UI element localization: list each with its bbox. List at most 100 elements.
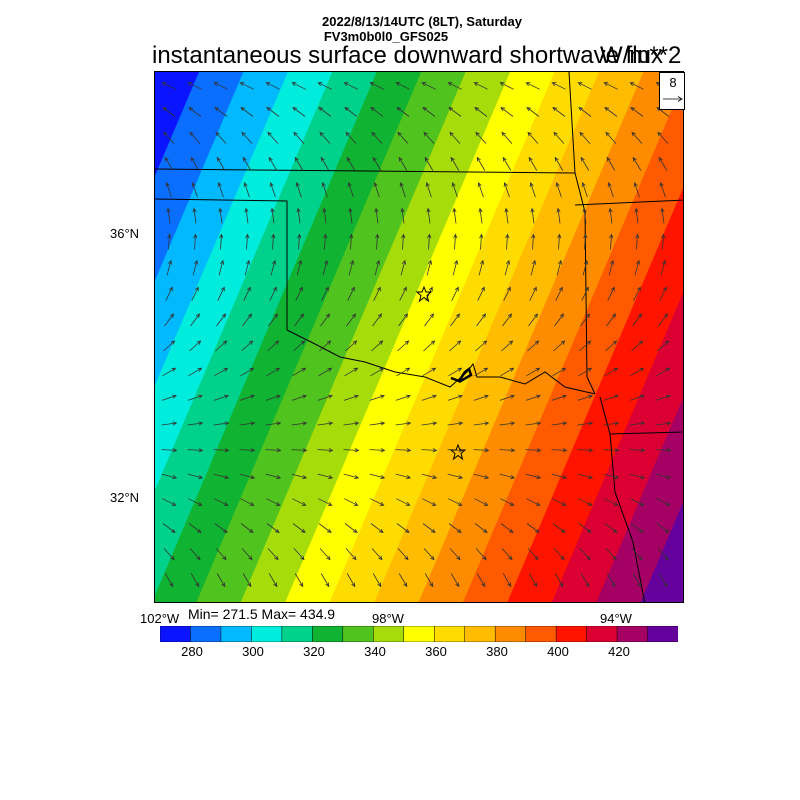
wind-vector [241, 340, 254, 352]
wind-vector [395, 421, 412, 426]
wind-vector [551, 473, 568, 480]
wind-vector [474, 523, 488, 534]
flux-band [551, 292, 683, 602]
wind-vector [557, 233, 562, 250]
wind-vector [163, 340, 176, 352]
wind-vector [193, 233, 198, 250]
wind-vector [190, 573, 200, 588]
wind-vector [581, 286, 589, 301]
wind-vector [577, 394, 593, 401]
wind-vector [526, 498, 541, 506]
wind-vector [577, 448, 594, 453]
wind-vector [603, 448, 620, 453]
wind-vector [266, 523, 280, 534]
wind-vector [346, 313, 357, 327]
wind-vector [606, 313, 617, 327]
wind-vector [580, 156, 590, 171]
wind-vector [530, 259, 537, 276]
wind-vector [319, 340, 332, 352]
wind-vector [344, 523, 358, 534]
border-kansas-oklahoma [155, 168, 576, 174]
wind-vector [239, 82, 254, 90]
wind-vector [607, 286, 615, 301]
wind-vector [371, 131, 383, 144]
colorbar-swatch [464, 626, 496, 642]
colorbar-label: 380 [486, 644, 508, 659]
wind-vector [499, 82, 514, 90]
wind-vector [553, 548, 565, 561]
wind-vector [343, 421, 360, 426]
wind-vector [268, 313, 279, 327]
colorbar-label: 360 [425, 644, 447, 659]
wind-vector [292, 523, 306, 534]
wind-vector [270, 259, 277, 276]
wind-vector [425, 182, 432, 198]
wind-vector [269, 182, 276, 198]
wind-vector [161, 82, 176, 90]
wind-vector [633, 182, 640, 198]
wind-vector [295, 286, 303, 301]
wind-vector [525, 421, 542, 426]
wind-vector [448, 498, 463, 506]
wind-vector [502, 573, 512, 588]
wind-vector [448, 106, 462, 117]
colorbar-label: 320 [303, 644, 325, 659]
wind-vector [343, 394, 359, 401]
wind-vector [604, 523, 618, 534]
wind-vector [167, 233, 172, 250]
wind-vector [372, 573, 382, 588]
wind-vector [214, 367, 229, 377]
wind-vector [218, 259, 225, 276]
wind-vector [478, 207, 483, 224]
wind-vector [187, 473, 204, 480]
wind-vector [631, 131, 643, 144]
wind-vector [609, 233, 614, 250]
wind-vector [187, 82, 202, 90]
wind-vector [344, 367, 359, 377]
wind-vector [632, 156, 642, 171]
wind-vector [216, 156, 226, 171]
wind-vector [447, 82, 462, 90]
wind-vector [531, 233, 536, 250]
wind-vector [447, 394, 463, 401]
wind-vector [400, 207, 405, 224]
wind-vector [604, 367, 619, 377]
colorbar-swatch [525, 626, 557, 642]
wind-vector [632, 573, 642, 588]
wind-vector [655, 473, 672, 480]
wind-vector [501, 548, 513, 561]
wind-vector [270, 207, 275, 224]
wind-vector [424, 573, 434, 588]
wind-vector [577, 82, 592, 90]
colorbar-label: 340 [364, 644, 386, 659]
wind-vector [655, 394, 671, 401]
wind-vector [242, 313, 253, 327]
wind-vector [527, 131, 539, 144]
wind-vector [660, 259, 667, 276]
wind-vector [192, 259, 199, 276]
wind-vector [477, 286, 485, 301]
wind-vector [603, 473, 620, 480]
vector-reference-value: 8 [669, 75, 677, 90]
wind-vector [476, 156, 486, 171]
wind-vector [219, 233, 224, 250]
wind-vector [630, 106, 644, 117]
lon-label-94w: 94°W [600, 611, 632, 626]
wind-vector [656, 367, 671, 377]
plot-title: instantaneous surface downward shortwave… [152, 42, 663, 69]
wind-vector [500, 106, 514, 117]
border-panhandle-west [155, 198, 288, 330]
wind-vector [424, 156, 434, 171]
wind-vector [215, 340, 228, 352]
wind-vector [473, 82, 488, 90]
wind-vector [319, 548, 331, 561]
wind-vector [553, 340, 566, 352]
wind-vector [629, 448, 646, 453]
wind-vector [604, 106, 618, 117]
wind-vector [217, 286, 225, 301]
wind-vector [293, 131, 305, 144]
wind-vector [449, 340, 462, 352]
wind-vector [580, 313, 591, 327]
wind-vector [266, 106, 280, 117]
wind-vector [656, 498, 671, 506]
